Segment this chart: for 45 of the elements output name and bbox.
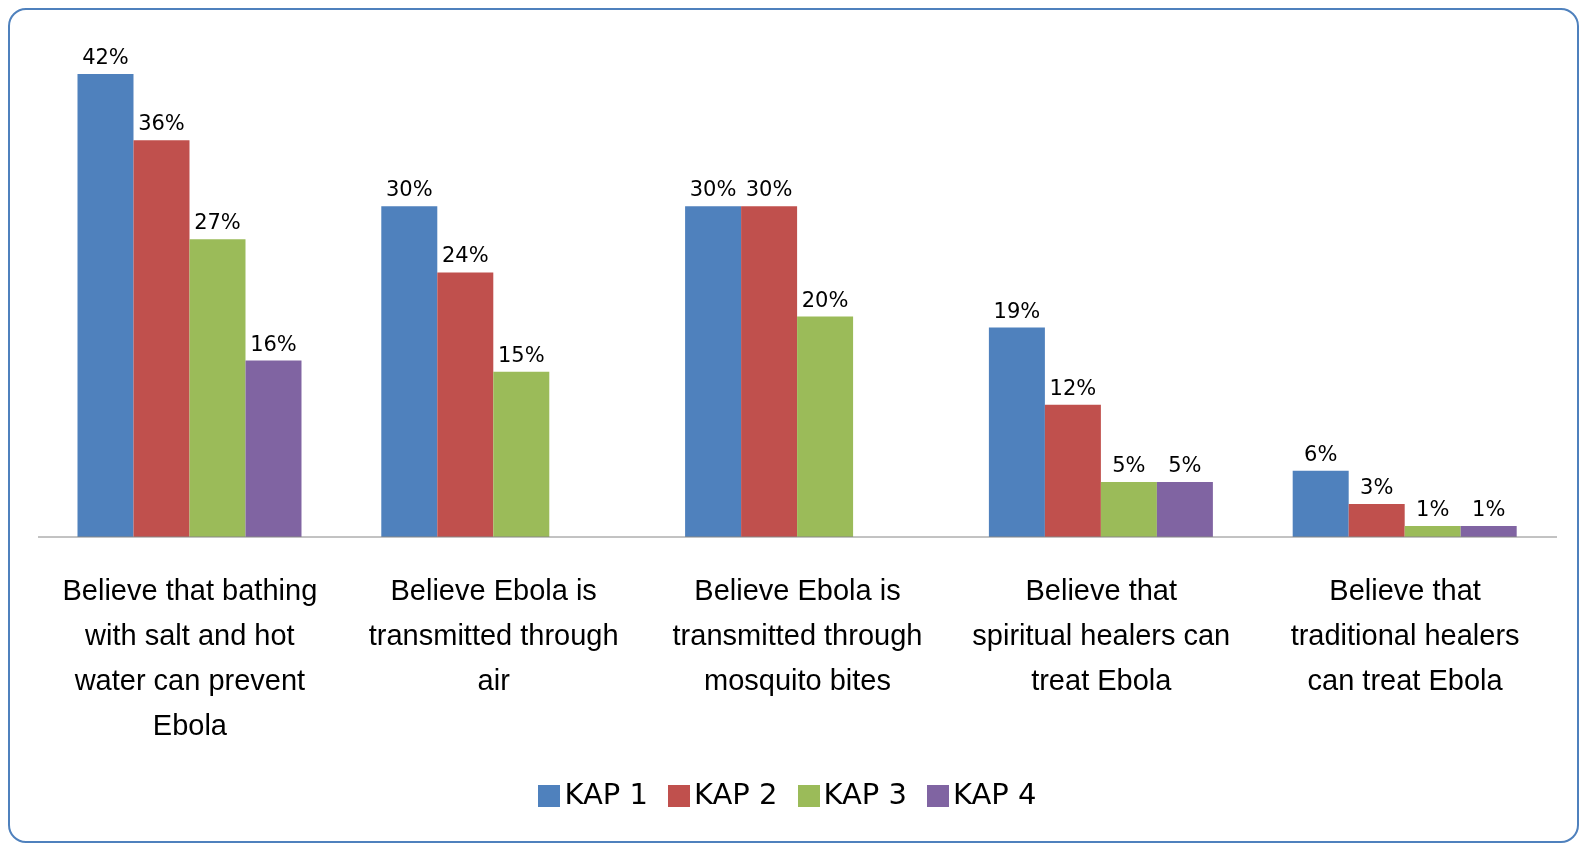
bar [1156,481,1213,537]
data-label: 30% [689,177,737,202]
data-label: 27% [194,210,241,235]
data-label: 30% [745,177,793,202]
x-tick-label: Believe that spiritual healers can treat Ebola [972,574,1231,696]
bar [1460,525,1517,537]
bar [1348,503,1405,537]
x-tick-label: Believe that traditional healers can treat Ebola [1290,574,1520,696]
x-tick-label: Believe that bathing with salt and hot water can prevent Ebola [62,574,318,741]
bar [133,140,190,537]
bar [1100,481,1157,537]
data-label: 15% [497,342,545,367]
data-label: 19% [993,298,1041,323]
legend-label: KAP 4 [953,777,1037,811]
data-label: 16% [250,331,297,356]
data-label: 24% [441,243,489,268]
bar [77,74,134,537]
bar [1404,525,1461,537]
data-label: 3% [1360,474,1394,499]
bar [245,360,302,537]
bar [189,239,246,537]
data-label: 20% [801,287,849,312]
x-tick-label: Believe Ebola is transmitted through air [368,574,619,696]
bar [437,272,494,537]
data-label: 1% [1472,496,1506,521]
data-label: 5% [1112,452,1146,477]
data-label: 5% [1168,452,1202,477]
legend-label: KAP 3 [823,777,908,811]
bar [1044,404,1101,537]
bar [1292,470,1349,537]
data-label: 6% [1304,441,1338,466]
data-label: 1% [1416,496,1450,521]
data-label: 36% [138,111,185,136]
bar [493,371,550,537]
data-label: 42% [82,45,129,69]
data-label: 12% [1049,375,1097,400]
data-label: 30% [385,177,433,202]
legend-label: KAP 1 [564,777,648,811]
bar [381,206,438,537]
bar [988,327,1045,537]
x-tick-label: Believe Ebola is transmitted through mosquito bites [672,574,923,696]
legend-label: KAP 2 [693,777,778,811]
bar [741,206,798,537]
bar [685,206,742,537]
bar [797,316,854,537]
